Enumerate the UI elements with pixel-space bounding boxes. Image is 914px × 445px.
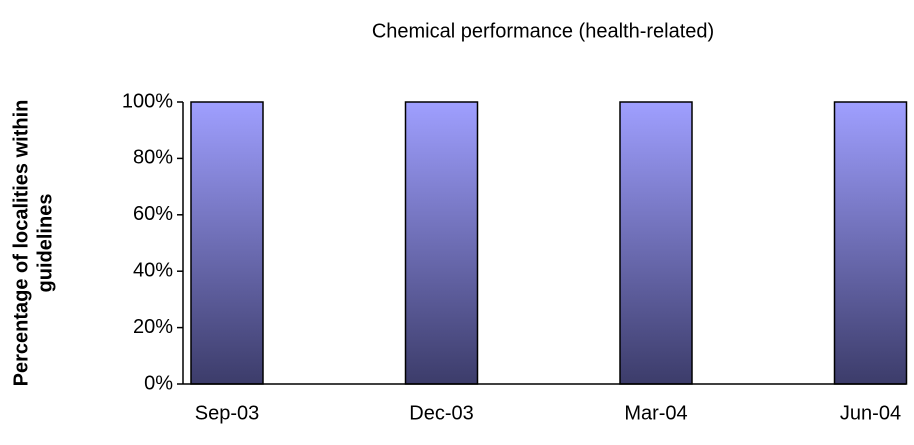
chart-title: Chemical performance (health-related) <box>372 20 714 42</box>
y-tick-label: 0% <box>144 372 173 394</box>
y-tick-label: 60% <box>133 203 173 225</box>
x-tick-label: Jun-04 <box>840 402 901 424</box>
y-axis-label-line: Percentage of localities within <box>10 100 32 387</box>
x-tick-label: Sep-03 <box>195 402 260 424</box>
y-axis-label-line: guidelines <box>34 194 56 293</box>
y-tick-label: 80% <box>133 147 173 169</box>
bar <box>404 101 479 385</box>
bar <box>619 101 693 385</box>
bar <box>833 101 908 385</box>
y-axis-label: Percentage of localities within guidelin… <box>10 100 56 387</box>
x-tick-label: Dec-03 <box>409 402 473 424</box>
x-tick-label: Mar-04 <box>624 402 687 424</box>
y-tick-label: 100% <box>122 90 173 112</box>
y-tick-label: 20% <box>133 316 173 338</box>
y-tick-label: 40% <box>133 259 173 281</box>
bar <box>190 101 264 385</box>
